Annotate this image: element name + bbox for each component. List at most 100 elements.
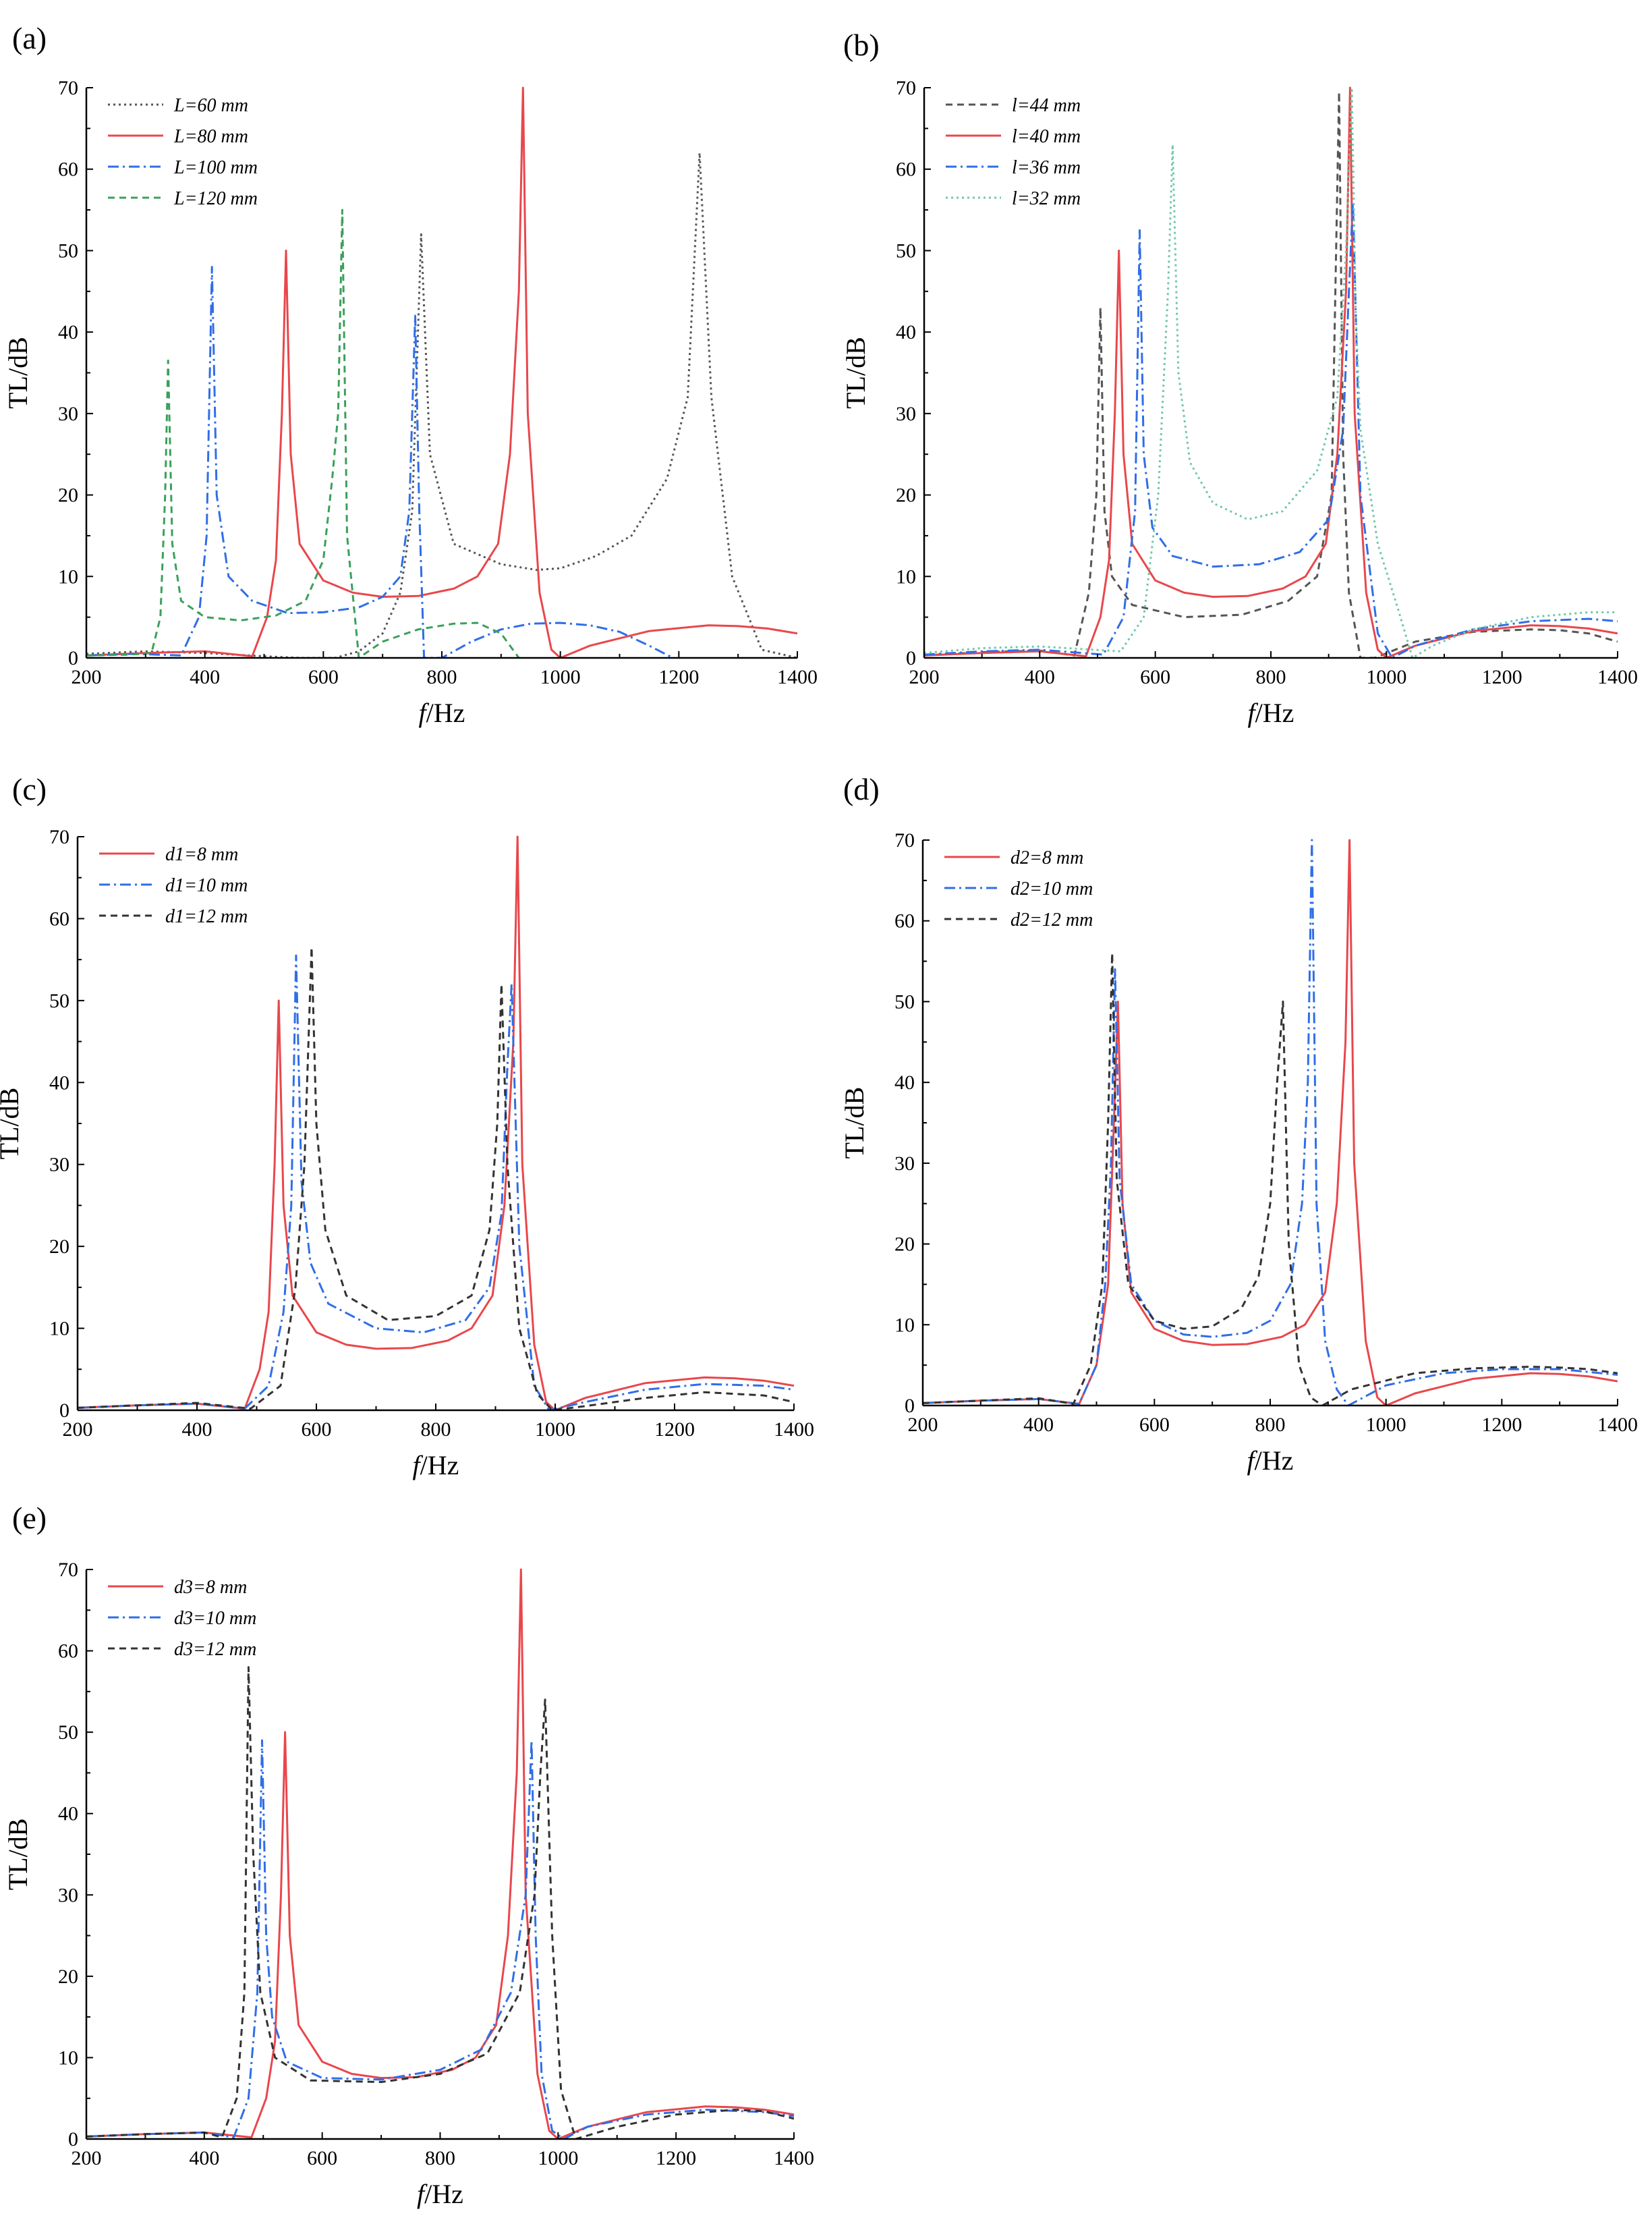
y-tick-label: 50 bbox=[49, 990, 69, 1012]
x-tick-label: 1400 bbox=[1597, 1414, 1638, 1436]
series-line-3 bbox=[923, 952, 1618, 1406]
x-tick-label: 800 bbox=[1256, 666, 1286, 688]
legend-entry: L=80 mm bbox=[173, 126, 248, 147]
y-axis-title: TL/dB bbox=[839, 1087, 870, 1159]
x-tick-label: 1400 bbox=[1597, 666, 1638, 688]
legend-entry: d3=10 mm bbox=[174, 1608, 256, 1629]
x-axis-title-rest: /Hz bbox=[424, 2179, 463, 2209]
y-tick-label: 0 bbox=[68, 647, 78, 669]
panel-label: (e) bbox=[12, 1501, 47, 1535]
chart-panel-5: (e) 200 400 600 800 1000 1200 1400 0 10 20 30 40 50 60… bbox=[3, 1501, 814, 2209]
chart-panel-1: (a) 200 400 600 800 1000 1200 1400 0 10 20 30 40 50 60… bbox=[3, 21, 818, 728]
x-tick-label: 200 bbox=[909, 666, 940, 688]
y-tick-label: 10 bbox=[896, 565, 916, 588]
series-line-2 bbox=[923, 839, 1618, 1406]
x-tick-label: 200 bbox=[72, 666, 102, 688]
y-tick-label: 40 bbox=[58, 321, 78, 343]
y-tick-label: 30 bbox=[49, 1154, 69, 1176]
y-tick-label: 70 bbox=[894, 829, 915, 852]
series-group bbox=[86, 1568, 794, 2139]
y-axis-title: TL/dB bbox=[3, 1818, 33, 1891]
x-tick-label: 800 bbox=[425, 2147, 455, 2169]
chart-panel-2: (b) 200 400 600 800 1000 1200 1400 0 10 20 30 40 50 60… bbox=[841, 28, 1638, 728]
series-line-1 bbox=[78, 835, 794, 1410]
x-tick-label: 200 bbox=[908, 1414, 938, 1436]
x-tick-label: 1400 bbox=[777, 666, 818, 688]
y-tick-label: 60 bbox=[896, 159, 916, 181]
x-axis-title: f/Hz bbox=[413, 1450, 459, 1480]
y-tick-label: 20 bbox=[896, 484, 916, 507]
x-tick-label: 600 bbox=[1139, 1414, 1170, 1436]
series-line-1 bbox=[923, 839, 1618, 1406]
x-tick-label: 200 bbox=[72, 2147, 102, 2169]
panel-label: (c) bbox=[12, 772, 47, 806]
legend-entry: d1=8 mm bbox=[165, 844, 238, 865]
x-axis-title-rest: /Hz bbox=[426, 698, 465, 728]
x-tick-label: 1000 bbox=[538, 2147, 578, 2169]
legend-entry: d1=10 mm bbox=[165, 875, 248, 896]
y-tick-label: 10 bbox=[58, 2047, 78, 2069]
legend-entry: L=120 mm bbox=[173, 188, 258, 209]
y-tick-label: 60 bbox=[58, 159, 78, 181]
y-tick-label: 30 bbox=[58, 1884, 78, 1906]
series-line-3 bbox=[86, 1666, 794, 2139]
y-tick-label: 0 bbox=[906, 647, 916, 669]
panel-label: (d) bbox=[843, 772, 880, 806]
x-tick-label: 600 bbox=[1140, 666, 1170, 688]
x-tick-label: 600 bbox=[307, 2147, 337, 2169]
x-tick-label: 1000 bbox=[1366, 666, 1406, 688]
x-tick-label: 1200 bbox=[654, 1418, 695, 1441]
y-tick-label: 20 bbox=[58, 1966, 78, 1988]
x-axis-title-rest: /Hz bbox=[1255, 698, 1294, 728]
x-tick-label: 400 bbox=[1023, 1414, 1054, 1436]
y-tick-label: 60 bbox=[58, 1640, 78, 1663]
y-tick-label: 50 bbox=[58, 1721, 78, 1744]
series-line-3 bbox=[86, 266, 674, 658]
y-tick-label: 50 bbox=[58, 240, 78, 262]
x-axis-title: f/Hz bbox=[417, 2179, 463, 2209]
legend-entry: d2=8 mm bbox=[1010, 847, 1083, 868]
series-line-4 bbox=[86, 208, 520, 658]
series-group bbox=[86, 86, 797, 658]
y-tick-label: 30 bbox=[894, 1152, 915, 1175]
y-tick-label: 50 bbox=[894, 991, 915, 1013]
x-axis-title: f/Hz bbox=[1248, 698, 1294, 728]
x-tick-label: 1000 bbox=[1366, 1414, 1406, 1436]
chart-panel-4: (d) 200 400 600 800 1000 1200 1400 0 10 20 30 40 50 60… bbox=[839, 772, 1638, 1476]
x-axis-title-rest: /Hz bbox=[1255, 1445, 1294, 1476]
y-tick-label: 10 bbox=[894, 1314, 915, 1336]
series-group bbox=[924, 86, 1618, 658]
series-line-1 bbox=[86, 152, 797, 658]
x-tick-label: 1200 bbox=[656, 2147, 696, 2169]
legend-entry: d3=12 mm bbox=[174, 1639, 256, 1660]
x-tick-label: 400 bbox=[189, 2147, 219, 2169]
x-tick-label: 1000 bbox=[535, 1418, 575, 1441]
legend-entry: l=44 mm bbox=[1012, 95, 1081, 116]
y-tick-label: 40 bbox=[58, 1803, 78, 1825]
x-tick-label: 800 bbox=[421, 1418, 451, 1441]
x-tick-label: 1200 bbox=[1482, 666, 1522, 688]
series-line-4 bbox=[924, 86, 1618, 658]
series-line-2 bbox=[86, 86, 797, 658]
chart-panel-3: (c) 200 400 600 800 1000 1200 1400 0 10 20 30 40 50 60… bbox=[0, 772, 814, 1480]
y-tick-label: 10 bbox=[58, 565, 78, 588]
y-tick-label: 40 bbox=[896, 321, 916, 343]
x-axis-title: f/Hz bbox=[1247, 1445, 1294, 1476]
x-tick-label: 400 bbox=[190, 666, 220, 688]
legend-entry: l=36 mm bbox=[1012, 157, 1081, 178]
x-tick-label: 1200 bbox=[658, 666, 699, 688]
y-tick-label: 0 bbox=[68, 2128, 78, 2150]
y-tick-label: 20 bbox=[894, 1233, 915, 1256]
legend-entry: d2=12 mm bbox=[1010, 910, 1093, 930]
x-tick-label: 1400 bbox=[774, 2147, 814, 2169]
series-group bbox=[78, 835, 794, 1410]
y-tick-label: 0 bbox=[905, 1395, 915, 1417]
legend-entry: d1=12 mm bbox=[165, 906, 248, 927]
y-tick-label: 70 bbox=[49, 826, 69, 848]
series-line-2 bbox=[86, 1739, 794, 2139]
legend-entry: L=60 mm bbox=[173, 95, 248, 116]
x-tick-label: 400 bbox=[182, 1418, 212, 1441]
x-tick-label: 600 bbox=[302, 1418, 332, 1441]
x-tick-label: 800 bbox=[1255, 1414, 1286, 1436]
